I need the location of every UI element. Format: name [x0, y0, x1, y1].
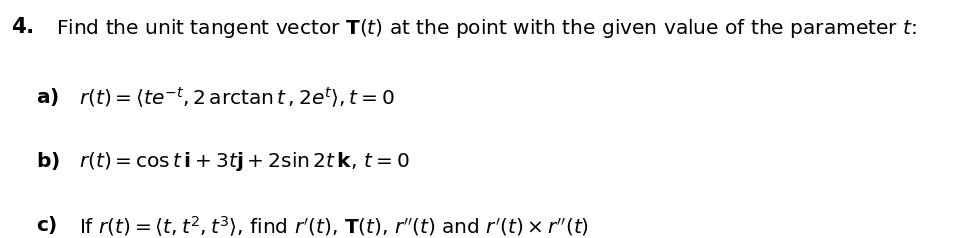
Text: $\mathbf{c)}$: $\mathbf{c)}$: [36, 214, 57, 236]
Text: $\mathbf{4.}$: $\mathbf{4.}$: [11, 17, 34, 37]
Text: $\mathbf{a)}$: $\mathbf{a)}$: [36, 86, 59, 108]
Text: $r(t) = \cos t\,\mathbf{i} + 3t\mathbf{j} + 2\sin 2t\,\mathbf{k},\,t = 0$: $r(t) = \cos t\,\mathbf{i} + 3t\mathbf{j…: [79, 150, 409, 173]
Text: If $r(t) = \langle t,t^2,t^3\rangle$, find $r'(t)$, $\mathbf{T}(t)$, $r''(t)$ an: If $r(t) = \langle t,t^2,t^3\rangle$, fi…: [79, 214, 589, 238]
Text: $r(t) = \langle te^{-t}, 2\,\mathrm{arctan}\,t\,,2e^{t}\rangle, t = 0$: $r(t) = \langle te^{-t}, 2\,\mathrm{arct…: [79, 86, 395, 110]
Text: $\mathbf{b)}$: $\mathbf{b)}$: [36, 150, 60, 172]
Text: Find the unit tangent vector $\mathbf{T}$$(t)$ at the point with the given value: Find the unit tangent vector $\mathbf{T}…: [56, 17, 916, 40]
